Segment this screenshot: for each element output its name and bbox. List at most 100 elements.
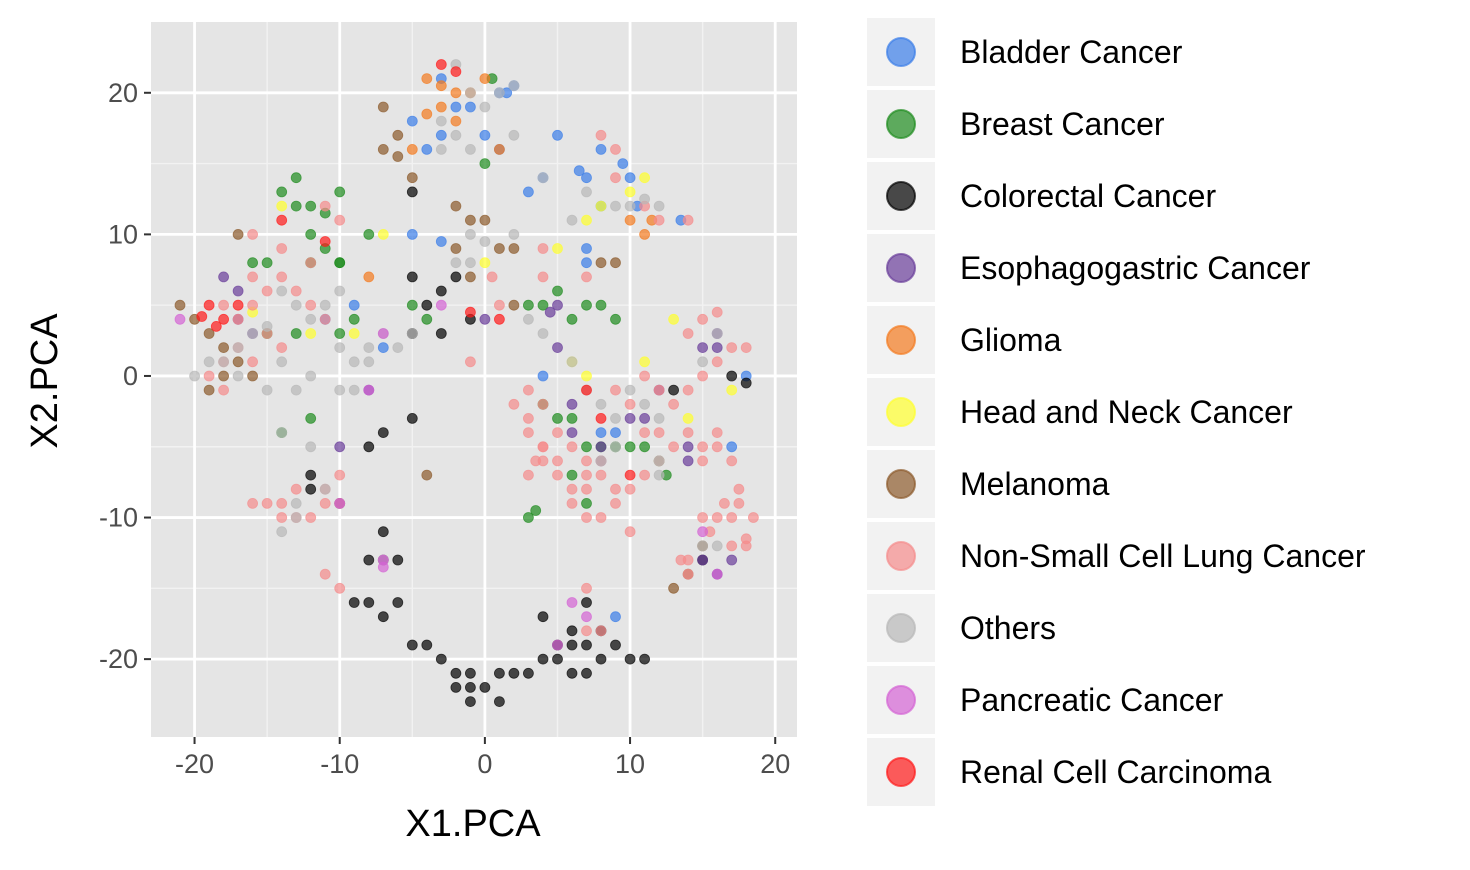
data-point xyxy=(421,639,433,651)
data-point xyxy=(581,512,592,523)
data-point xyxy=(537,370,549,382)
x-tick-label: -20 xyxy=(175,749,214,779)
data-point xyxy=(610,143,621,155)
data-point xyxy=(276,285,288,297)
data-point xyxy=(232,228,244,240)
data-point xyxy=(479,101,491,113)
series-9 xyxy=(174,299,723,651)
legend-label: Head and Neck Cancer xyxy=(960,394,1293,430)
axes: -20 -10 0 10 20 -20 -10 0 10 20 xyxy=(99,78,790,779)
data-point xyxy=(624,214,636,226)
data-point xyxy=(261,320,273,332)
data-point xyxy=(653,412,665,424)
data-point xyxy=(450,129,462,141)
data-point xyxy=(479,313,491,325)
data-point xyxy=(595,441,607,453)
data-point xyxy=(610,483,621,495)
data-point xyxy=(305,469,317,481)
data-point xyxy=(740,377,752,389)
data-point xyxy=(479,682,491,693)
legend-label: Melanoma xyxy=(960,466,1110,502)
data-point xyxy=(290,200,302,212)
data-point xyxy=(247,228,259,240)
data-point xyxy=(334,257,346,269)
data-point xyxy=(334,214,346,226)
data-point xyxy=(581,483,592,495)
data-point xyxy=(290,483,302,495)
data-point xyxy=(203,356,215,368)
data-point xyxy=(566,412,578,424)
x-axis-title: X1.PCA xyxy=(405,803,541,845)
data-point xyxy=(435,143,447,155)
data-point xyxy=(523,469,534,481)
data-point xyxy=(711,441,723,453)
data-point xyxy=(639,356,650,368)
data-point xyxy=(726,512,738,523)
data-point xyxy=(726,441,738,453)
data-point xyxy=(406,639,418,651)
data-point xyxy=(639,398,650,410)
data-point xyxy=(261,285,273,297)
data-point xyxy=(406,328,418,339)
data-point xyxy=(232,370,244,382)
data-point xyxy=(377,143,389,155)
data-point xyxy=(305,412,317,424)
data-point xyxy=(581,271,592,283)
data-point xyxy=(232,342,244,354)
data-point xyxy=(682,412,694,424)
data-point xyxy=(479,73,491,84)
legend-item: Bladder Cancer xyxy=(867,18,1183,86)
data-point xyxy=(319,200,331,212)
data-point xyxy=(363,356,375,368)
data-point xyxy=(711,342,723,354)
data-point xyxy=(450,682,462,693)
data-point xyxy=(624,398,636,410)
data-point xyxy=(581,625,592,637)
legend-swatch xyxy=(886,541,916,571)
data-point xyxy=(276,497,288,509)
legend-item: Head and Neck Cancer xyxy=(867,378,1293,446)
data-point xyxy=(348,328,360,339)
data-point xyxy=(610,611,621,623)
data-point xyxy=(210,320,222,332)
data-point xyxy=(392,151,404,162)
legend-label: Glioma xyxy=(960,322,1062,358)
data-point xyxy=(261,384,273,396)
data-point xyxy=(523,186,534,198)
legend-swatch xyxy=(886,613,916,643)
data-point xyxy=(319,483,331,495)
data-point xyxy=(450,243,462,254)
data-point xyxy=(639,653,650,665)
data-point xyxy=(552,129,563,141)
y-tick-label: -20 xyxy=(99,644,138,674)
data-point xyxy=(218,370,230,382)
data-point xyxy=(247,257,259,269)
data-point xyxy=(653,469,665,481)
data-point xyxy=(305,483,317,495)
data-point xyxy=(363,342,375,354)
data-point xyxy=(748,512,759,523)
data-point xyxy=(668,398,679,410)
data-point xyxy=(493,143,505,155)
data-point xyxy=(581,243,592,254)
data-point xyxy=(508,667,520,679)
data-point xyxy=(450,87,462,99)
data-point xyxy=(595,200,607,212)
data-point xyxy=(276,342,288,354)
data-point xyxy=(319,568,331,580)
data-point xyxy=(581,455,592,467)
data-point xyxy=(450,101,462,113)
data-point xyxy=(406,299,418,311)
data-point xyxy=(392,597,404,608)
data-point xyxy=(653,455,665,467)
legend-swatch xyxy=(886,325,916,355)
data-point xyxy=(581,469,592,481)
data-point xyxy=(203,384,215,396)
data-point xyxy=(653,427,665,439)
data-point xyxy=(479,129,491,141)
data-point xyxy=(305,313,317,325)
data-point xyxy=(218,384,230,396)
x-tick-label: 10 xyxy=(615,749,645,779)
data-point xyxy=(711,568,723,580)
data-point xyxy=(653,384,665,396)
